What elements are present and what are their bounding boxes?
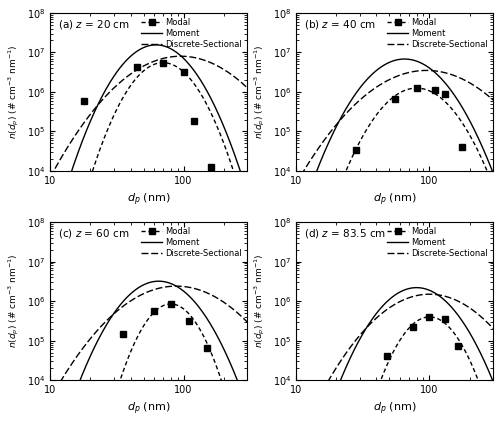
Text: (b) $z$ = 40 cm: (b) $z$ = 40 cm bbox=[304, 17, 376, 31]
X-axis label: $d_p$ (nm): $d_p$ (nm) bbox=[373, 191, 416, 208]
Text: (a) $z$ = 20 cm: (a) $z$ = 20 cm bbox=[58, 17, 130, 31]
Y-axis label: $n(d_p)$ (# cm$^{-3}$ nm$^{-1}$): $n(d_p)$ (# cm$^{-3}$ nm$^{-1}$) bbox=[7, 45, 22, 139]
X-axis label: $d_p$ (nm): $d_p$ (nm) bbox=[127, 401, 170, 417]
Text: (d) $z$ = 83.5 cm: (d) $z$ = 83.5 cm bbox=[304, 227, 386, 240]
X-axis label: $d_p$ (nm): $d_p$ (nm) bbox=[127, 191, 170, 208]
Y-axis label: $n(d_p)$ (# cm$^{-3}$ nm$^{-1}$): $n(d_p)$ (# cm$^{-3}$ nm$^{-1}$) bbox=[253, 254, 268, 349]
Legend: Modal, Moment, Discrete-Sectional: Modal, Moment, Discrete-Sectional bbox=[138, 224, 246, 262]
Legend: Modal, Moment, Discrete-Sectional: Modal, Moment, Discrete-Sectional bbox=[384, 14, 492, 52]
Text: (c) $z$ = 60 cm: (c) $z$ = 60 cm bbox=[58, 227, 130, 240]
Legend: Modal, Moment, Discrete-Sectional: Modal, Moment, Discrete-Sectional bbox=[384, 224, 492, 262]
Y-axis label: $n(d_p)$ (# cm$^{-3}$ nm$^{-1}$): $n(d_p)$ (# cm$^{-3}$ nm$^{-1}$) bbox=[253, 45, 268, 139]
Legend: Modal, Moment, Discrete-Sectional: Modal, Moment, Discrete-Sectional bbox=[138, 14, 246, 52]
Y-axis label: $n(d_p)$ (# cm$^{-3}$ nm$^{-1}$): $n(d_p)$ (# cm$^{-3}$ nm$^{-1}$) bbox=[7, 254, 22, 349]
X-axis label: $d_p$ (nm): $d_p$ (nm) bbox=[373, 401, 416, 417]
